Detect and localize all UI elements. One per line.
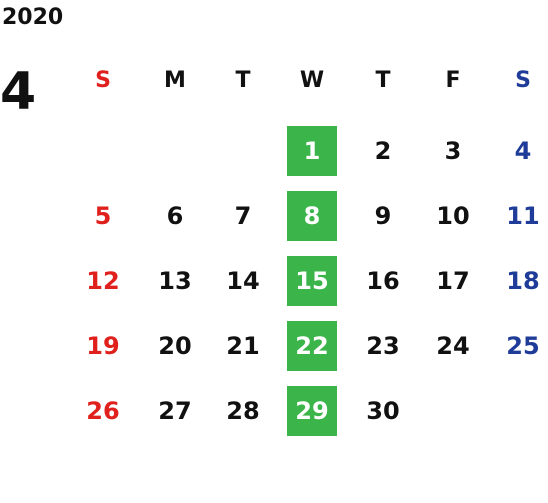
day-number: 20 (158, 332, 191, 360)
day-number: 15 (295, 267, 328, 295)
year: 2020 (2, 5, 63, 30)
day-number: 18 (506, 267, 539, 295)
highlight-cell (287, 126, 337, 176)
weekday-label: S (515, 68, 531, 93)
day-number: 14 (226, 267, 259, 295)
weekday-label: F (445, 68, 460, 93)
highlight-cell (287, 256, 337, 306)
day-number: 16 (366, 267, 399, 295)
day-number: 9 (375, 202, 392, 230)
day-number: 25 (506, 332, 539, 360)
day-number: 13 (158, 267, 191, 295)
day-number: 27 (158, 397, 191, 425)
day-number: 12 (86, 267, 119, 295)
day-number: 29 (295, 397, 328, 425)
day-number: 28 (226, 397, 259, 425)
day-number: 30 (366, 397, 399, 425)
day-number: 2 (375, 137, 392, 165)
day-number: 19 (86, 332, 119, 360)
day-number: 6 (167, 202, 184, 230)
day-number: 4 (515, 137, 532, 165)
weekday-label: T (235, 68, 250, 93)
day-number: 1 (304, 137, 321, 165)
day-number: 23 (366, 332, 399, 360)
day-number: 10 (436, 202, 469, 230)
day-number: 22 (295, 332, 328, 360)
day-number: 17 (436, 267, 469, 295)
highlight-cell (287, 386, 337, 436)
highlight-cell (287, 321, 337, 371)
day-number: 7 (235, 202, 252, 230)
day-number: 11 (506, 202, 539, 230)
day-number: 8 (304, 202, 321, 230)
weekday-label: S (95, 68, 111, 93)
day-number: 21 (226, 332, 259, 360)
day-number: 24 (436, 332, 469, 360)
day-number: 3 (445, 137, 462, 165)
weekday-label: T (375, 68, 390, 93)
day-number: 26 (86, 397, 119, 425)
day-number: 5 (95, 202, 112, 230)
month: 4 (0, 62, 36, 122)
weekday-label: M (164, 68, 186, 93)
highlight-cell (287, 191, 337, 241)
weekday-label: W (300, 68, 324, 93)
